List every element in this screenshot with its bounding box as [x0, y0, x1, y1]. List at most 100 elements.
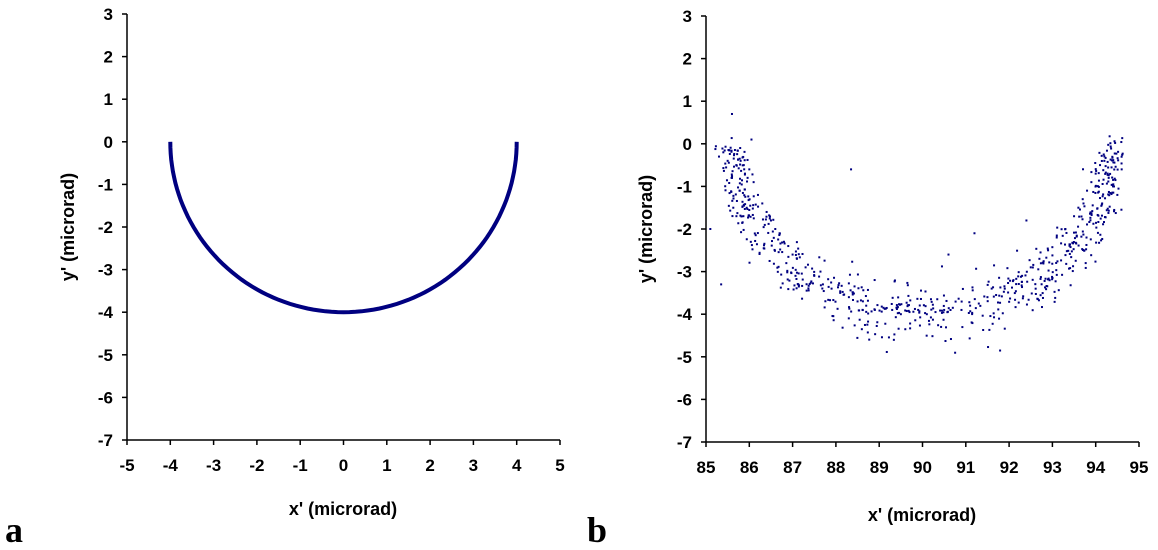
scatter-point: [919, 297, 922, 300]
scatter-point: [954, 300, 957, 303]
scatter-point: [1077, 244, 1080, 247]
scatter-point: [1108, 194, 1111, 197]
scatter-point: [1084, 266, 1087, 269]
scatter-point: [896, 312, 899, 315]
scatter-point: [1094, 260, 1097, 263]
scatter-point: [1120, 162, 1123, 165]
x-tick-label: 1: [382, 456, 391, 475]
scatter-point: [741, 200, 744, 203]
panel-a-marks: [168, 141, 519, 315]
scatter-point: [787, 245, 790, 248]
scatter-point: [1113, 152, 1116, 155]
scatter-point: [761, 202, 764, 205]
scatter-point: [930, 308, 933, 311]
scatter-point: [1107, 176, 1110, 179]
scatter-point: [801, 252, 804, 255]
scatter-point: [971, 311, 974, 314]
scatter-point: [1097, 179, 1100, 182]
y-tick-label: 0: [104, 133, 113, 152]
scatter-point: [1068, 243, 1071, 246]
scatter-point: [851, 293, 854, 296]
scatter-point: [1041, 261, 1044, 264]
scatter-point: [740, 183, 743, 186]
scatter-point: [728, 192, 731, 195]
scatter-point: [1075, 242, 1078, 245]
scatter-point: [1039, 251, 1042, 254]
scatter-point: [1080, 215, 1083, 218]
scatter-point: [973, 298, 976, 301]
scatter-point: [922, 304, 925, 307]
scatter-point: [906, 305, 909, 308]
scatter-point: [750, 244, 753, 247]
scatter-point: [838, 282, 841, 285]
scatter-point: [912, 310, 915, 313]
scatter-point: [1035, 247, 1038, 250]
scatter-point: [831, 314, 834, 317]
scatter-point: [880, 336, 883, 339]
scatter-point: [735, 199, 738, 202]
scatter-point: [1051, 246, 1054, 249]
scatter-point: [813, 270, 816, 273]
scatter-point: [853, 285, 856, 288]
scatter-point: [1024, 274, 1027, 277]
scatter-point: [862, 289, 865, 292]
x-tick-label: -3: [206, 456, 221, 475]
scatter-point: [866, 299, 869, 302]
scatter-point: [1083, 249, 1086, 252]
scatter-point: [1117, 187, 1120, 190]
scatter-point: [1090, 171, 1093, 174]
scatter-point: [1102, 193, 1105, 196]
scatter-point: [890, 302, 893, 305]
scatter-point: [1114, 165, 1117, 168]
scatter-point: [907, 304, 910, 307]
x-tick-label: 2: [425, 456, 434, 475]
scatter-point: [1081, 230, 1084, 233]
scatter-point: [1009, 297, 1012, 300]
scatter-point: [1081, 218, 1084, 221]
scatter-point: [1075, 234, 1078, 237]
scatter-point: [1117, 159, 1120, 162]
scatter-point: [728, 152, 731, 155]
x-tick-label: -1: [293, 456, 308, 475]
scatter-point: [1067, 249, 1070, 252]
scatter-point: [1069, 246, 1072, 249]
scatter-point: [940, 265, 943, 268]
scatter-point: [897, 296, 900, 299]
scatter-point: [1010, 286, 1013, 289]
x-tick-label: 85: [697, 458, 716, 477]
scatter-point: [724, 189, 727, 192]
scatter-point: [1111, 191, 1114, 194]
scatter-point: [856, 336, 859, 339]
scatter-point: [1107, 209, 1110, 212]
scatter-point: [1113, 177, 1116, 180]
scatter-point: [1107, 143, 1110, 146]
scatter-point: [1046, 285, 1049, 288]
x-tick-label: 91: [956, 458, 975, 477]
scatter-point: [724, 185, 727, 188]
scatter-point: [1110, 166, 1113, 169]
scatter-point: [1102, 153, 1105, 156]
scatter-point: [858, 318, 861, 321]
scatter-point: [865, 304, 868, 307]
scatter-point: [734, 193, 737, 196]
scatter-point: [1120, 168, 1123, 171]
y-tick-label: 0: [683, 135, 692, 154]
scatter-point: [1100, 214, 1103, 217]
scatter-point: [801, 284, 804, 287]
scatter-point: [1009, 279, 1012, 282]
scatter-point: [1070, 250, 1073, 253]
scatter-point: [1098, 197, 1101, 200]
scatter-point: [730, 149, 733, 152]
scatter-point: [783, 242, 786, 245]
scatter-point: [848, 306, 851, 309]
scatter-point: [1104, 171, 1107, 174]
scatter-point: [1091, 204, 1094, 207]
scatter-point: [1112, 191, 1115, 194]
scatter-point: [1097, 172, 1100, 175]
scatter-point: [1019, 275, 1022, 278]
scatter-point: [781, 251, 784, 254]
scatter-point: [778, 232, 781, 235]
scatter-point: [1086, 223, 1089, 226]
scatter-point: [913, 307, 916, 310]
scatter-point: [936, 298, 939, 301]
